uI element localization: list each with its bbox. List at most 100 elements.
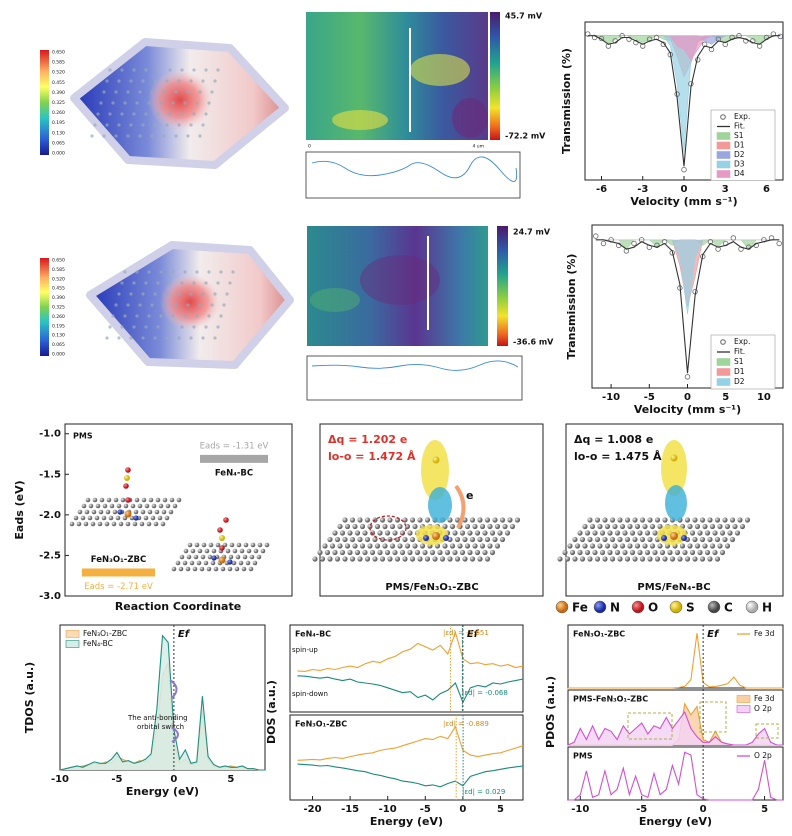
atom	[138, 90, 142, 94]
carbon-atom	[179, 554, 185, 560]
carbon-atom	[77, 509, 83, 515]
carbon-atom	[719, 549, 726, 556]
highlight-box	[627, 712, 673, 740]
legend-swatch	[736, 705, 751, 713]
atom	[219, 270, 223, 274]
atom	[141, 292, 145, 296]
atom	[162, 303, 166, 307]
carbon-atom	[253, 548, 259, 554]
series-line	[595, 239, 780, 374]
charge-lobe	[665, 485, 687, 521]
y-axis-label: Eads (eV)	[13, 480, 26, 539]
highlight-box	[699, 701, 727, 733]
carbon-atom	[374, 543, 381, 549]
atom	[210, 303, 214, 307]
carbon-atom	[577, 549, 583, 556]
atom	[150, 134, 154, 138]
atom	[201, 292, 205, 296]
carbon-atom	[215, 542, 221, 548]
carbon-atom	[627, 523, 633, 530]
atom-legend-label: C	[724, 601, 733, 615]
carbon-atom	[612, 543, 618, 549]
structure-frame	[319, 423, 544, 597]
bond-length: lo-o = 1.472 Å	[328, 450, 416, 463]
carbon-atom	[707, 517, 713, 523]
atom	[183, 101, 187, 105]
panel-label: FeN₃O₁-ZBC	[573, 630, 625, 639]
series-line	[567, 710, 783, 746]
carbon-atom	[101, 515, 107, 521]
atom	[153, 292, 157, 296]
carbon-atom	[339, 530, 346, 536]
carbon-atom	[432, 556, 438, 562]
carbon-atom	[73, 515, 79, 521]
kpfm-feature	[452, 98, 488, 138]
carbon-atom	[652, 549, 658, 556]
carbon-atom	[617, 517, 623, 523]
carbon-atom	[732, 523, 738, 530]
atom	[132, 112, 136, 116]
carbon-atom	[374, 523, 381, 530]
carbon-atom	[85, 497, 91, 503]
carbon-atom	[210, 560, 216, 566]
carbon-atom	[454, 536, 461, 543]
carbon-atom	[619, 543, 626, 549]
carbon-atom	[422, 549, 428, 556]
carbon-atom	[609, 536, 616, 543]
profile-frame	[305, 151, 521, 199]
carbon-atom	[186, 554, 192, 560]
legend-label: Exp.	[734, 112, 750, 121]
carbon-atom	[134, 497, 140, 503]
carbon-atom	[354, 549, 361, 556]
carbon-atom	[332, 530, 338, 536]
atom	[423, 535, 429, 541]
x-tick-label: 5	[761, 804, 768, 815]
carbon-atom	[484, 517, 491, 523]
carbon-atom	[614, 530, 621, 536]
area	[568, 712, 783, 745]
carbon-atom	[589, 543, 596, 549]
atom	[132, 325, 136, 329]
x-axis-label: Energy (eV)	[639, 815, 712, 828]
carbon-atom	[699, 556, 706, 562]
atom	[144, 281, 148, 285]
kpfm-feature	[332, 110, 388, 130]
legend-swatch	[716, 368, 731, 376]
x-tick-label: 0	[459, 804, 466, 815]
carbon-atom	[207, 554, 213, 560]
atom	[126, 90, 130, 94]
carbon-atom	[659, 549, 666, 556]
atom	[138, 303, 142, 307]
atom	[204, 68, 208, 72]
atom	[180, 112, 184, 116]
kpfm-image	[307, 226, 488, 346]
carbon-atom	[707, 556, 713, 562]
carbon-atom	[647, 556, 653, 562]
carbon-atom	[419, 543, 426, 549]
legend-label: O 2p	[754, 751, 772, 760]
carbon-atom	[649, 523, 656, 530]
atom	[227, 559, 233, 565]
carbon-atom	[612, 523, 618, 530]
y-tick-label: -1.0	[39, 429, 61, 440]
carbon-atom	[652, 530, 658, 536]
carbon-atom	[379, 536, 386, 543]
atom	[120, 68, 124, 72]
carbon-atom	[412, 523, 418, 530]
highlight-circle	[369, 515, 407, 541]
carbon-atom	[702, 523, 708, 530]
carbon-atom	[409, 536, 416, 543]
atom	[99, 101, 103, 105]
carbon-atom	[594, 517, 601, 523]
x-tick-label: -5	[420, 804, 431, 815]
switch-arrow	[169, 679, 179, 743]
atom	[123, 101, 127, 105]
carbon-atom	[327, 556, 333, 562]
carbon-atom	[201, 542, 207, 548]
carbon-atom	[442, 523, 448, 530]
atom	[141, 79, 145, 83]
series-line	[568, 751, 783, 801]
atom	[147, 101, 151, 105]
carbon-atom	[412, 543, 418, 549]
carbon-atom	[617, 556, 623, 562]
